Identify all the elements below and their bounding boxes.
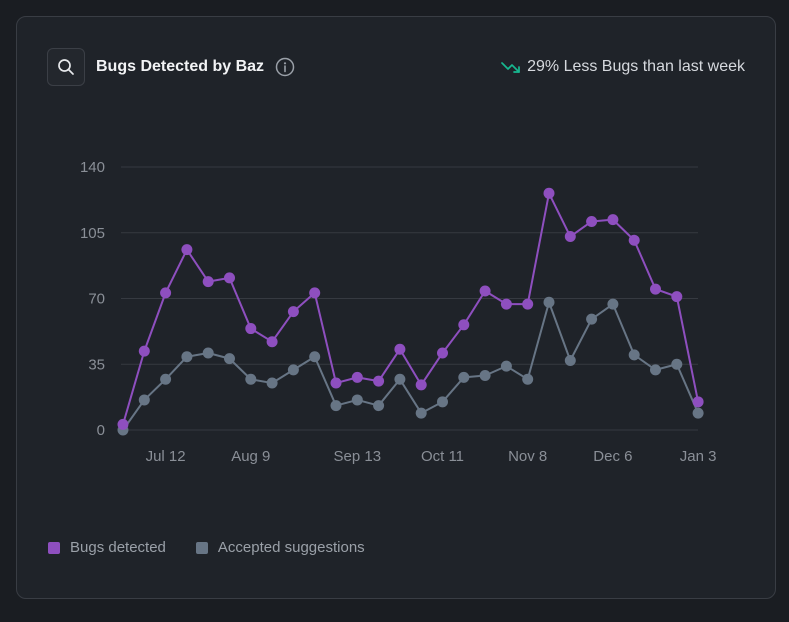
y-tick-label: 70 — [88, 291, 105, 308]
data-point-bugs-detected — [224, 272, 235, 284]
y-tick-label: 0 — [97, 422, 105, 439]
series-line-accepted-suggestions — [122, 301, 700, 431]
data-point-accepted-suggestions — [330, 400, 342, 412]
search-button[interactable] — [47, 48, 85, 86]
data-point-bugs-detected — [415, 379, 427, 391]
data-point-accepted-suggestions — [394, 373, 406, 385]
legend-item-accepted[interactable]: Accepted suggestions — [195, 539, 365, 556]
data-point-accepted-suggestions — [373, 400, 385, 412]
data-point-bugs-detected — [458, 319, 470, 331]
data-point-accepted-suggestions — [245, 373, 257, 385]
trend-indicator: 29% Less Bugs than last week — [501, 58, 745, 76]
x-tick-label: Sep 13 — [334, 448, 382, 465]
data-point-bugs-detected — [330, 377, 342, 389]
card-header: Bugs Detected by Baz 29% Less Bugs than … — [47, 47, 745, 87]
data-point-bugs-detected — [479, 285, 491, 297]
data-point-accepted-suggestions — [479, 370, 491, 382]
search-icon — [58, 59, 74, 75]
data-point-bugs-detected — [138, 345, 150, 357]
y-tick-label: 105 — [80, 225, 105, 242]
chart-title: Bugs Detected by Baz — [96, 58, 265, 75]
chart-card: Bugs Detected by Baz 29% Less Bugs than … — [16, 16, 776, 599]
data-point-bugs-detected — [373, 375, 385, 387]
data-point-bugs-detected — [394, 343, 406, 355]
x-tick-label: Jul 12 — [146, 448, 186, 465]
data-point-bugs-detected — [181, 244, 193, 256]
x-tick-label: Dec 6 — [593, 448, 632, 465]
data-point-accepted-suggestions — [586, 313, 598, 325]
data-point-accepted-suggestions — [458, 371, 470, 383]
data-point-bugs-detected — [650, 283, 661, 295]
data-point-bugs-detected — [245, 323, 257, 335]
x-tick-label: Nov 8 — [508, 448, 547, 465]
series-line-bugs-detected — [122, 192, 700, 425]
data-point-accepted-suggestions — [138, 394, 150, 406]
trend-down-icon — [501, 62, 520, 73]
line-chart: 0 35 70 105 140 Jul 12 Aug 9 Sep 13 Oct 11 Nov 8 D… — [80, 159, 717, 465]
legend-label-bugs: Bugs detected — [70, 539, 166, 556]
data-point-bugs-detected — [500, 298, 512, 310]
data-point-bugs-detected — [287, 306, 299, 318]
x-tick-label: Aug 9 — [231, 448, 270, 465]
data-point-accepted-suggestions — [351, 394, 363, 406]
x-tick-label: Oct 11 — [421, 448, 464, 465]
data-point-bugs-detected — [160, 287, 172, 299]
data-point-bugs-detected — [437, 347, 448, 359]
data-point-accepted-suggestions — [522, 373, 534, 385]
data-point-accepted-suggestions — [564, 354, 576, 366]
data-point-bugs-detected — [309, 287, 321, 299]
data-point-bugs-detected — [628, 234, 640, 246]
data-point-accepted-suggestions — [202, 347, 214, 359]
data-point-accepted-suggestions — [224, 353, 235, 365]
legend-item-bugs[interactable]: Bugs detected — [48, 539, 166, 556]
data-point-bugs-detected — [543, 187, 555, 199]
data-point-bugs-detected — [522, 298, 534, 310]
data-point-bugs-detected — [586, 215, 598, 227]
trend-text: 29% Less Bugs than last week — [527, 58, 745, 75]
data-point-accepted-suggestions — [181, 351, 193, 363]
y-tick-label: 35 — [88, 356, 105, 373]
info-icon — [275, 57, 295, 77]
legend-swatch-bugs — [48, 541, 60, 554]
data-point-accepted-suggestions — [437, 396, 448, 408]
legend-label-accepted: Accepted suggestions — [217, 539, 365, 556]
data-point-bugs-detected — [351, 371, 363, 383]
data-point-accepted-suggestions — [160, 373, 172, 385]
info-button[interactable] — [275, 57, 295, 77]
data-point-bugs-detected — [671, 291, 683, 303]
data-point-accepted-suggestions — [500, 360, 512, 372]
data-point-bugs-detected — [692, 396, 704, 408]
data-point-accepted-suggestions — [266, 377, 278, 389]
data-point-accepted-suggestions — [309, 351, 321, 363]
data-point-bugs-detected — [117, 418, 129, 430]
data-point-bugs-detected — [607, 214, 619, 226]
data-point-bugs-detected — [202, 276, 214, 288]
legend-swatch-accepted — [195, 541, 208, 554]
data-point-bugs-detected — [266, 336, 278, 348]
y-tick-label: 140 — [80, 159, 105, 176]
data-point-accepted-suggestions — [671, 358, 683, 370]
data-point-accepted-suggestions — [415, 407, 427, 419]
chart-legend: Bugs detected Accepted suggestions — [48, 539, 395, 556]
data-point-accepted-suggestions — [543, 296, 555, 308]
data-point-accepted-suggestions — [650, 364, 661, 376]
header-left: Bugs Detected by Baz — [47, 48, 295, 86]
data-point-accepted-suggestions — [628, 349, 640, 361]
data-point-accepted-suggestions — [607, 298, 619, 310]
data-point-accepted-suggestions — [287, 364, 299, 376]
data-point-bugs-detected — [564, 231, 576, 243]
x-tick-label: Jan 3 — [680, 448, 717, 465]
data-point-accepted-suggestions — [692, 407, 704, 419]
